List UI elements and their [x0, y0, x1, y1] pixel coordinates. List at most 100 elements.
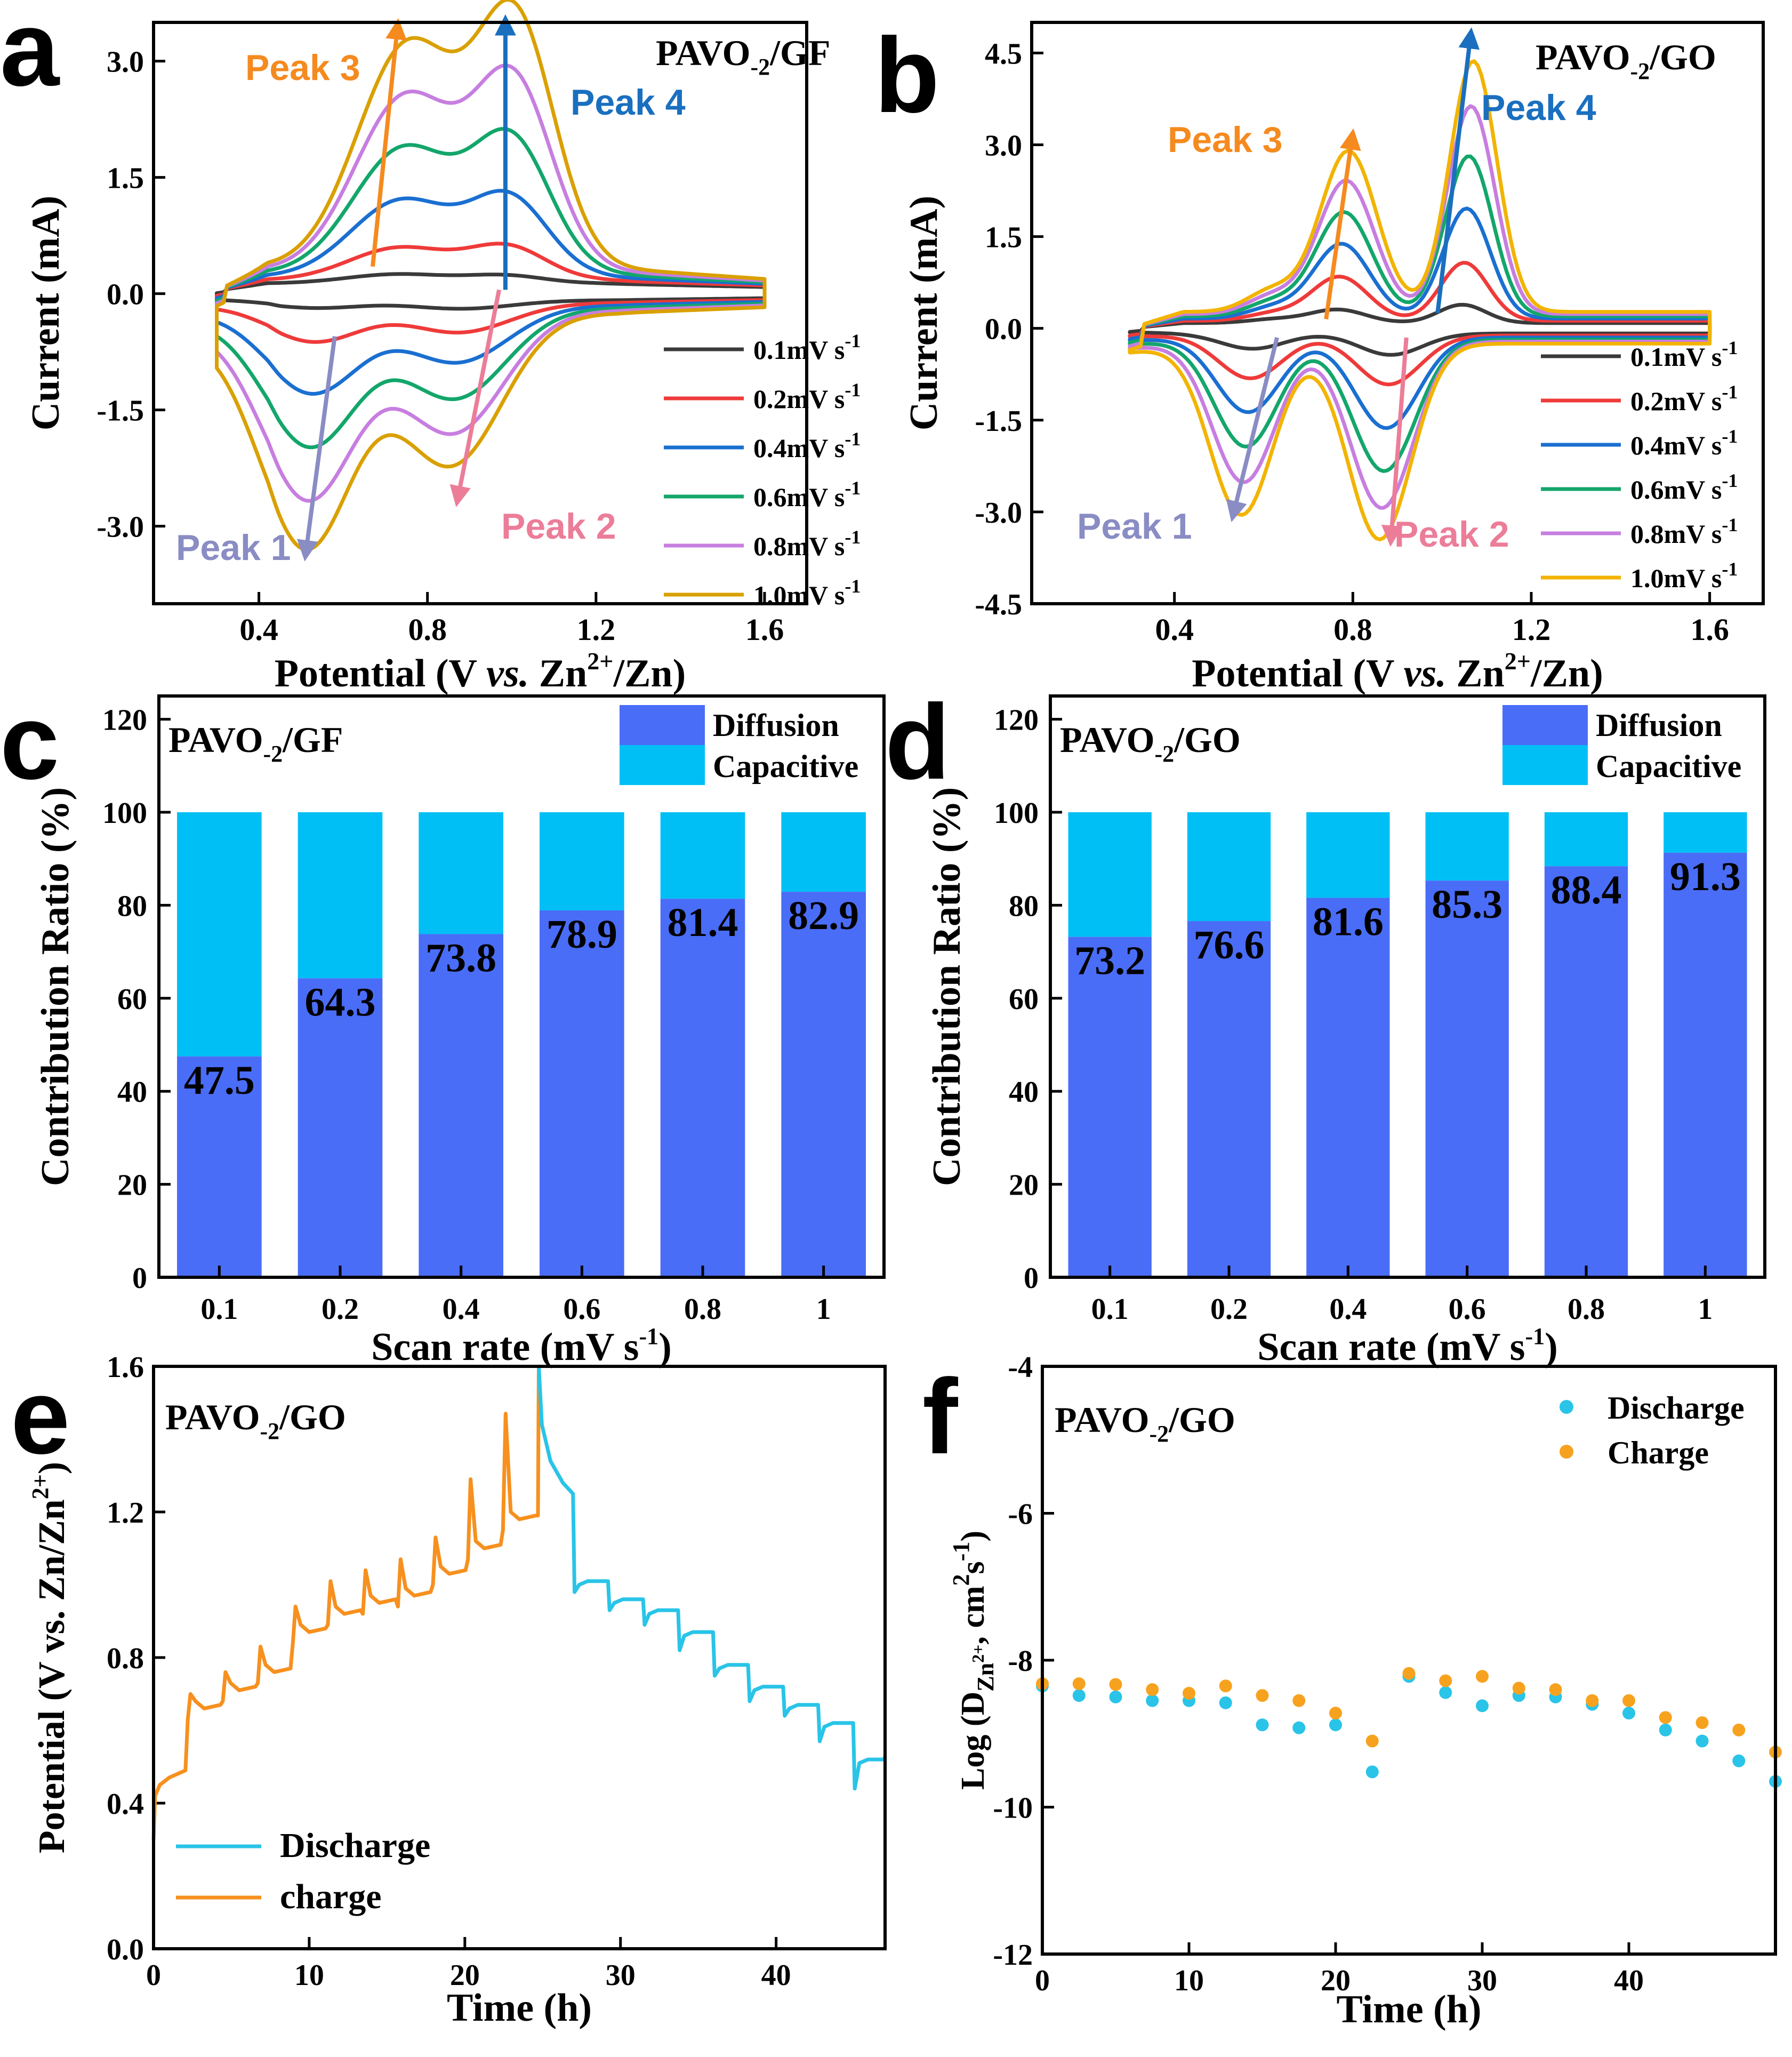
bar-value-label: 91.3: [1670, 854, 1741, 899]
panel-letter-f: f: [922, 1357, 958, 1476]
bar-value-label: 81.4: [668, 900, 738, 945]
x-tick-label: 1.6: [1690, 612, 1729, 647]
charge-point: [1365, 1734, 1379, 1748]
discharge-point: [1329, 1718, 1342, 1732]
y-tick-label: 4.5: [985, 37, 1022, 70]
axes-frame: [152, 21, 808, 605]
cv-curve-04mVs1: [215, 189, 767, 396]
x-axis-title: Potential (V vs. Zn2+/Zn): [275, 647, 686, 695]
y-tick-label: -4.5: [975, 588, 1022, 621]
discharge-point: [1256, 1718, 1269, 1732]
legend-label: Diffusion: [713, 708, 839, 743]
peak-label: Peak 1: [1077, 506, 1192, 547]
legend-label: 0.4mV s-1: [1630, 426, 1738, 460]
legend-label: 0.6mV s-1: [1630, 470, 1738, 505]
panel-d: 0 20 40 60 80 100 120 73.2 0.1 76.6 0.2 81.6 0.4 85.3…: [925, 694, 1766, 1369]
legend-label: 0.1mV s-1: [753, 330, 861, 365]
legend-label: 0.8mV s-1: [753, 526, 861, 561]
y-tick-label: -12: [993, 1939, 1033, 1972]
cv-curve-08mVs1: [1128, 104, 1712, 510]
y-tick-label: 3.0: [107, 46, 144, 79]
bar-value-label: 73.8: [425, 935, 496, 980]
y-tick-label: -1.5: [975, 405, 1022, 438]
panel-title: PAVO-2/GO: [1536, 37, 1716, 84]
charge-point: [1476, 1670, 1489, 1683]
legend-label: Discharge: [280, 1826, 430, 1865]
axes-frame: [157, 694, 886, 1279]
x-tick-label: 10: [1174, 1964, 1204, 1997]
x-tick-label: 0.4: [1329, 1293, 1367, 1326]
discharge-curve: [537, 1366, 887, 1791]
bar-capacitive: [781, 812, 866, 892]
x-axis-title: Time (h): [447, 1986, 592, 2030]
bar-capacitive: [298, 812, 383, 979]
y-tick-label: 40: [1009, 1076, 1039, 1109]
bar-diffusion: [419, 934, 503, 1277]
legend-label: 0.6mV s-1: [753, 477, 861, 512]
bar-capacitive: [419, 812, 503, 934]
panel-title: PAVO-2/GF: [656, 33, 830, 80]
y-tick-label: -4: [1008, 1351, 1033, 1384]
bar-capacitive: [660, 812, 745, 899]
peak-label: Peak 3: [1168, 119, 1283, 160]
axes-frame: [152, 1365, 887, 1950]
x-tick-label: 0.2: [322, 1293, 359, 1326]
legend-marker-discharge: [1560, 1400, 1573, 1414]
bar-diffusion: [1187, 921, 1271, 1277]
discharge-point: [1219, 1696, 1232, 1709]
y-tick-label: 60: [117, 983, 147, 1016]
y-tick-label: 120: [102, 704, 147, 737]
x-tick-label: 0: [1035, 1964, 1050, 1997]
charge-point: [1622, 1694, 1635, 1707]
peak-arrow: [1226, 337, 1280, 523]
y-axis-title: Contribution Ratio (%): [925, 787, 969, 1186]
y-tick-label: 3.0: [985, 129, 1022, 162]
y-tick-label: 20: [1009, 1169, 1039, 1202]
bar-diffusion: [177, 1056, 262, 1277]
axes-frame: [1041, 1365, 1777, 1956]
bar-value-label: 78.9: [547, 912, 617, 957]
y-tick-label: -8: [1008, 1645, 1033, 1678]
bar-value-label: 47.5: [184, 1058, 255, 1103]
legend-swatch-capacitive: [620, 745, 705, 785]
legend-label: 0.2mV s-1: [753, 379, 861, 414]
y-tick-label: -1.5: [97, 395, 144, 428]
legend-label: charge: [280, 1877, 382, 1916]
peak-label: Peak 4: [1481, 87, 1596, 128]
charge-point: [1219, 1679, 1232, 1693]
panel-title: PAVO-2/GO: [1055, 1399, 1235, 1447]
charge-point: [1439, 1674, 1452, 1687]
y-tick-label: 80: [117, 890, 147, 923]
panel-title: PAVO-2/GO: [1060, 719, 1241, 767]
panel-letter-c: c: [0, 683, 59, 802]
x-tick-label: 40: [761, 1959, 791, 1992]
legend-label: 1.0mV s-1: [1630, 558, 1738, 593]
y-tick-label: 0.0: [107, 278, 144, 311]
y-tick-label: -3.0: [975, 497, 1022, 530]
legend-swatch-capacitive: [1502, 745, 1588, 785]
discharge-point: [1622, 1707, 1635, 1720]
peak-label: Peak 2: [1394, 514, 1509, 555]
x-tick-label: 0.4: [239, 612, 278, 647]
y-tick-label: 120: [994, 704, 1039, 737]
discharge-point: [1659, 1723, 1672, 1736]
legend-label: 0.2mV s-1: [1630, 381, 1738, 416]
charge-point: [1292, 1694, 1306, 1707]
y-axis-title: Potential (V vs. Zn/Zn2+): [27, 1462, 73, 1853]
discharge-point: [1146, 1694, 1159, 1707]
y-tick-label: 0.0: [985, 313, 1022, 346]
charge-point: [1732, 1723, 1746, 1736]
peak-arrow: [296, 336, 337, 562]
y-tick-label: 20: [117, 1169, 147, 1202]
y-tick-label: 0.0: [107, 1933, 144, 1966]
x-axis-title: Scan rate (mV s-1): [1257, 1323, 1558, 1369]
y-tick-label: -3.0: [97, 511, 144, 544]
bar-value-label: 85.3: [1432, 882, 1502, 927]
y-tick-label: 60: [1009, 983, 1039, 1016]
x-tick-label: 0: [146, 1959, 161, 1992]
y-tick-label: 100: [994, 797, 1039, 830]
charge-point: [1072, 1677, 1086, 1691]
charge-point: [1549, 1683, 1562, 1696]
bar-capacitive: [177, 812, 262, 1056]
legend-label: Capacitive: [713, 749, 858, 784]
